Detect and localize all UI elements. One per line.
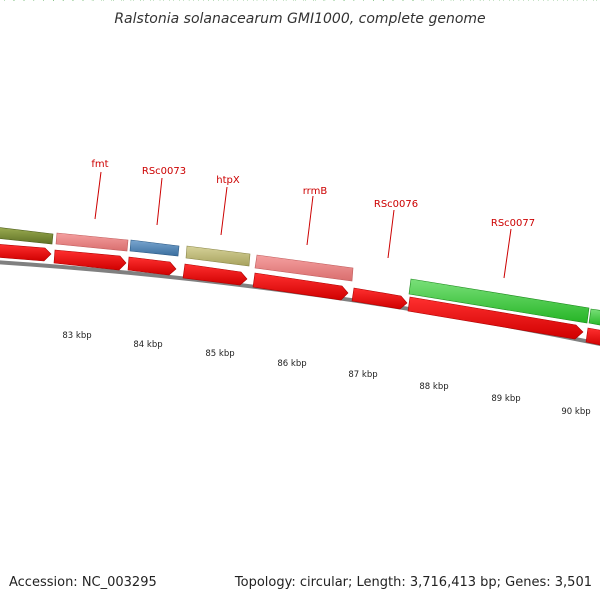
accession-label: Accession: NC_003295 <box>9 575 157 590</box>
cds-arrow[interactable] <box>585 327 600 346</box>
scale-label: 88 kbp <box>419 382 448 392</box>
scale-label: 89 kbp <box>491 394 520 404</box>
leader-line <box>387 209 395 259</box>
feature-bar-fmt[interactable] <box>55 232 129 252</box>
leader-line <box>503 228 512 279</box>
cds-arrow[interactable] <box>252 272 349 301</box>
genome-summary: Topology: circular; Length: 3,716,413 bp… <box>234 575 592 590</box>
feature-track <box>0 227 600 326</box>
feature-bar-htpx[interactable] <box>185 245 251 267</box>
gene-label-rrmb[interactable]: rrmB <box>303 186 328 197</box>
cds-arrow[interactable] <box>0 244 52 262</box>
leader-line <box>306 195 314 246</box>
gene-label-htpx[interactable]: htpX <box>216 175 240 186</box>
feature-bar-next[interactable] <box>588 308 600 326</box>
gene-label-rsc0073[interactable]: RSc0073 <box>142 166 186 177</box>
feature-bar-olive[interactable] <box>0 227 54 245</box>
scale-label: 83 kbp <box>62 331 91 341</box>
gene-labels: fmt RSc0073 htpX rrmB RSc0076 RSc0077 <box>91 159 535 279</box>
gene-label-rsc0076[interactable]: RSc0076 <box>374 199 418 210</box>
leader-line <box>220 186 228 236</box>
scale-label: 85 kbp <box>205 349 234 359</box>
leader-line <box>94 171 102 220</box>
scale-labels: 83 kbp 84 kbp 85 kbp 86 kbp 87 kbp 88 kb… <box>62 331 590 417</box>
cds-arrow[interactable] <box>127 256 177 276</box>
cds-arrow[interactable] <box>53 249 127 271</box>
cds-track <box>0 244 600 346</box>
cds-arrow[interactable] <box>351 287 408 310</box>
cds-arrow[interactable] <box>407 296 584 340</box>
gene-label-rsc0077[interactable]: RSc0077 <box>491 218 535 229</box>
feature-bar-rsc0073[interactable] <box>129 239 180 257</box>
feature-bar-rsc0077[interactable] <box>408 278 590 324</box>
feature-bar-rrmb[interactable] <box>254 254 354 282</box>
scale-label: 87 kbp <box>348 370 377 380</box>
scale-label: 86 kbp <box>277 359 306 369</box>
leader-line <box>156 177 163 226</box>
gene-label-fmt[interactable]: fmt <box>91 159 108 170</box>
scale-label: 84 kbp <box>133 340 162 350</box>
cds-arrow[interactable] <box>182 263 248 286</box>
map-title: Ralstonia solanacearum GMI1000, complete… <box>114 11 485 27</box>
scale-label: 90 kbp <box>561 407 590 417</box>
